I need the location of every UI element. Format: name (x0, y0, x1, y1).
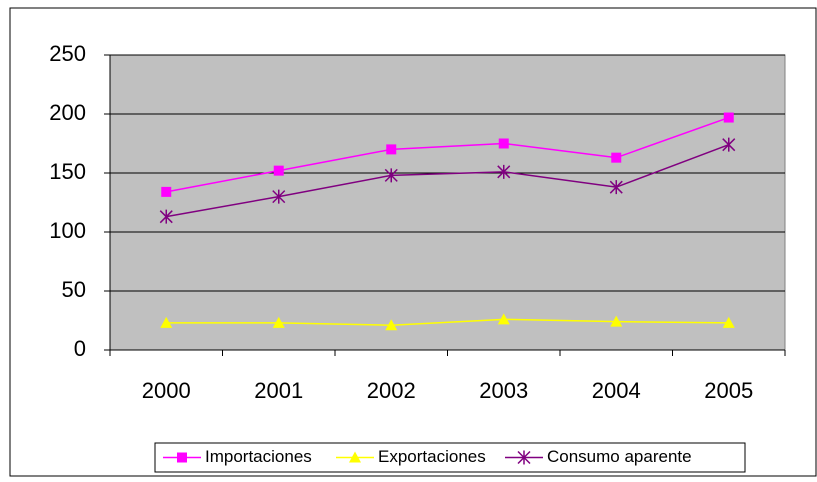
marker (272, 189, 286, 204)
marker (722, 316, 735, 328)
marker (722, 137, 736, 152)
marker (611, 152, 622, 163)
y-tick-label: 50 (62, 277, 86, 302)
marker (273, 165, 284, 176)
marker (723, 112, 734, 123)
marker (349, 451, 361, 463)
series-line (166, 318, 729, 326)
x-tick-label: 2000 (142, 378, 191, 403)
y-tick-label: 250 (49, 41, 86, 66)
marker (610, 315, 623, 327)
series-line (166, 143, 730, 218)
marker (497, 313, 510, 325)
x-tick-label: 2004 (592, 378, 641, 403)
marker (498, 138, 509, 149)
legend-label: Consumo aparente (547, 447, 692, 466)
marker (517, 450, 531, 465)
x-tick-label: 2001 (254, 378, 303, 403)
marker (272, 316, 285, 328)
x-tick-label: 2005 (704, 378, 753, 403)
y-tick-label: 100 (49, 218, 86, 243)
marker (159, 209, 173, 224)
marker (177, 452, 187, 463)
marker (384, 168, 398, 183)
marker (386, 144, 397, 155)
legend-label: Exportaciones (378, 447, 486, 466)
plot-area (109, 54, 786, 351)
x-tick-label: 2003 (479, 378, 528, 403)
y-tick-label: 0 (74, 336, 86, 361)
legend-box (154, 442, 746, 473)
marker (497, 164, 511, 179)
x-tick-label: 2002 (367, 378, 416, 403)
y-tick-label: 150 (49, 159, 86, 184)
marker (161, 186, 172, 197)
marker (160, 316, 173, 328)
marker (609, 180, 623, 195)
y-tick-label: 200 (49, 100, 86, 125)
legend-label: Importaciones (205, 447, 312, 466)
series-line (166, 116, 730, 193)
marker (385, 319, 398, 331)
